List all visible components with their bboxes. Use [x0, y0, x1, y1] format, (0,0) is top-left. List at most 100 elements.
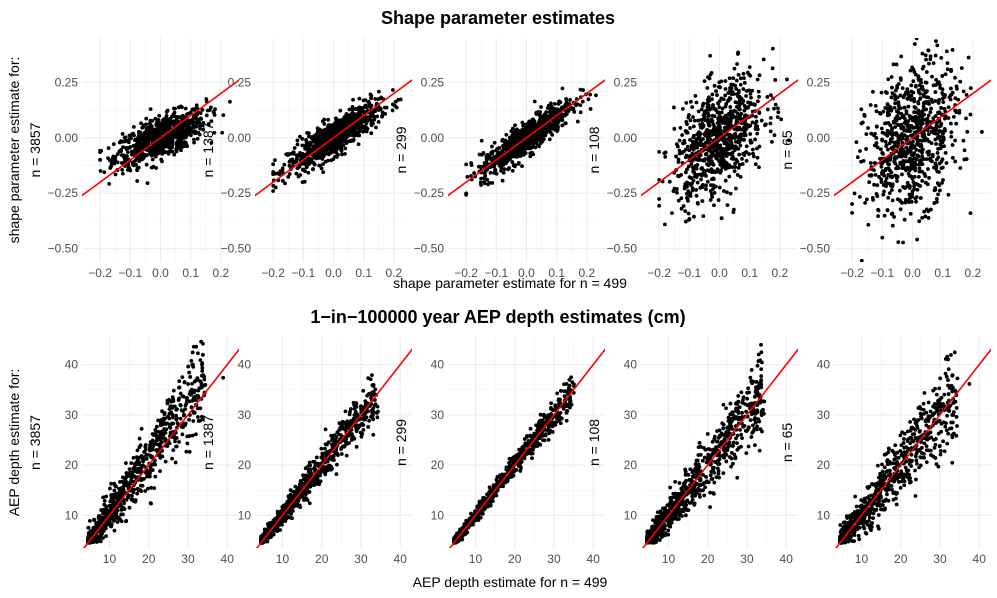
- data-point: [916, 74, 921, 79]
- data-point: [879, 90, 884, 95]
- data-point: [140, 156, 145, 161]
- data-point: [469, 174, 473, 178]
- data-point: [191, 419, 196, 423]
- data-point: [934, 142, 939, 146]
- data-point: [113, 494, 118, 499]
- data-point: [298, 134, 302, 139]
- data-point: [119, 507, 124, 512]
- data-point: [854, 140, 859, 145]
- data-point: [157, 437, 162, 442]
- data-point: [534, 112, 539, 117]
- data-point: [98, 169, 103, 173]
- data-point: [162, 412, 167, 417]
- data-point: [698, 125, 703, 130]
- data-point: [191, 125, 196, 130]
- data-point: [757, 165, 761, 170]
- data-point: [157, 140, 162, 145]
- data-point: [166, 141, 170, 146]
- data-point: [703, 118, 708, 123]
- data-point: [671, 189, 676, 194]
- data-point: [124, 461, 128, 465]
- data-point: [892, 215, 896, 219]
- y-tick-label: 0.25: [228, 75, 252, 89]
- data-point: [672, 126, 677, 131]
- data-point: [735, 100, 740, 105]
- data-point: [898, 93, 903, 98]
- data-point: [893, 120, 897, 125]
- data-point: [908, 196, 912, 201]
- data-point: [149, 124, 154, 128]
- data-point: [108, 486, 112, 491]
- data-point: [926, 113, 931, 118]
- data-point: [727, 76, 732, 81]
- data-point: [127, 505, 132, 510]
- data-point: [855, 155, 860, 160]
- data-point: [148, 471, 152, 476]
- data-point: [776, 110, 781, 115]
- x-tick-label: 0.2: [965, 266, 982, 280]
- data-point: [292, 146, 297, 150]
- data-point: [538, 136, 542, 141]
- data-point: [136, 456, 141, 461]
- data-point: [894, 62, 899, 67]
- data-point: [375, 114, 380, 119]
- data-point: [152, 153, 157, 157]
- data-point: [188, 399, 192, 404]
- data-point: [504, 132, 509, 137]
- y-tick-label: 0.25: [421, 75, 445, 89]
- data-point: [927, 149, 931, 154]
- data-point: [516, 160, 521, 165]
- data-point: [898, 160, 903, 165]
- data-point: [174, 147, 179, 152]
- data-point: [164, 113, 169, 118]
- data-point: [750, 88, 755, 93]
- data-point: [175, 421, 180, 426]
- data-point: [343, 146, 348, 151]
- data-point: [950, 155, 955, 160]
- data-point: [119, 504, 123, 508]
- data-point: [868, 161, 873, 165]
- data-point: [957, 110, 962, 115]
- reference-line: [255, 79, 412, 197]
- data-point: [714, 89, 718, 94]
- data-point: [740, 162, 745, 166]
- data-point: [770, 66, 775, 71]
- data-point: [864, 132, 869, 137]
- data-point: [555, 127, 560, 132]
- data-point: [188, 375, 193, 379]
- data-point: [201, 383, 206, 388]
- data-point: [104, 508, 108, 513]
- data-point: [728, 191, 733, 196]
- data-point: [540, 136, 545, 141]
- data-point: [500, 178, 505, 183]
- data-point: [150, 145, 155, 150]
- points: [850, 38, 984, 262]
- data-point: [510, 160, 515, 164]
- data-point: [526, 145, 531, 150]
- data-point: [100, 527, 105, 532]
- data-point: [740, 157, 744, 161]
- data-point: [111, 502, 116, 507]
- y-tick-label: −0.50: [221, 242, 252, 256]
- data-point: [910, 189, 915, 194]
- data-point: [775, 115, 780, 119]
- data-point: [171, 388, 176, 393]
- data-point: [158, 469, 162, 474]
- data-point: [102, 502, 107, 507]
- data-point: [874, 124, 879, 129]
- data-point: [301, 167, 306, 172]
- data-point: [696, 109, 701, 114]
- data-point: [877, 174, 881, 179]
- data-point: [714, 156, 718, 160]
- data-point: [723, 93, 728, 98]
- data-point: [736, 94, 740, 99]
- data-point: [754, 114, 758, 119]
- data-point: [87, 530, 92, 535]
- chart-title: 1−in−100000 year AEP depth estimates (cm…: [310, 307, 685, 327]
- data-point: [295, 142, 300, 147]
- y-axis-label: shape parameter estimate for:: [6, 57, 22, 244]
- data-point: [917, 219, 922, 224]
- data-point: [858, 149, 862, 153]
- data-point: [732, 132, 737, 137]
- data-point: [120, 132, 125, 136]
